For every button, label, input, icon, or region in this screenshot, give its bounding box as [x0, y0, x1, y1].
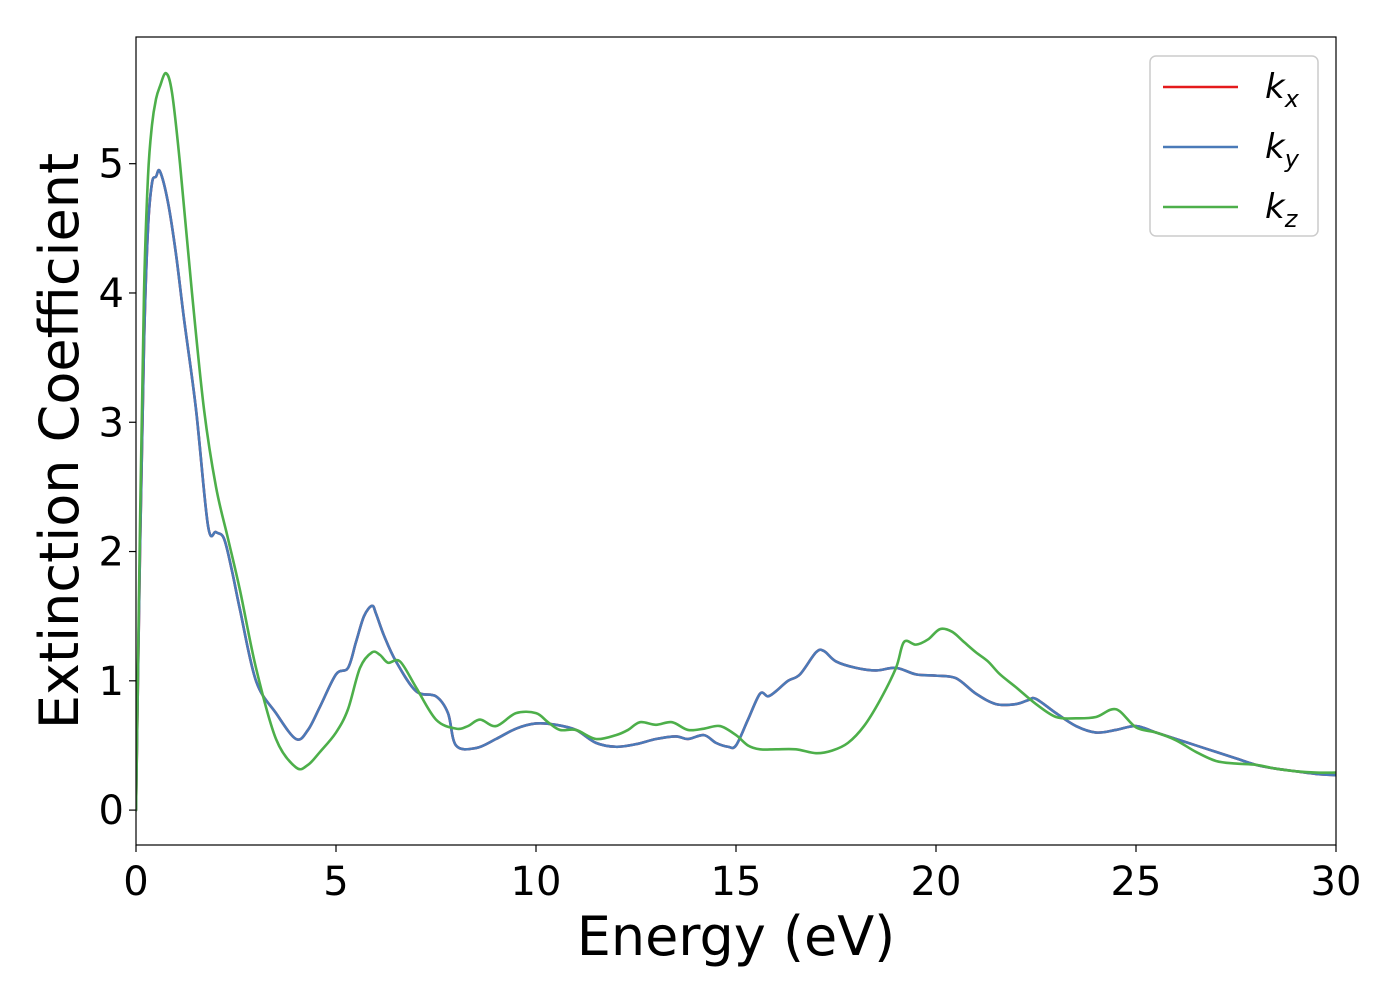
y-axis-ticks: 0 1 2 3 4 5	[99, 142, 136, 834]
series-layer	[136, 71, 1336, 812]
y-tick-label: 2	[99, 530, 124, 576]
plot-area	[135, 36, 1337, 846]
x-tick-label: 0	[123, 859, 148, 905]
y-tick-label: 0	[99, 788, 124, 834]
legend-label-subscript: x	[1284, 85, 1300, 113]
legend-label-kz: kz	[1265, 187, 1299, 233]
x-tick-label: 15	[711, 859, 762, 905]
legend-label-base: k	[1265, 67, 1286, 107]
y-tick-label: 4	[99, 271, 124, 317]
y-tick-label: 3	[99, 400, 124, 446]
legend-label-base: k	[1265, 187, 1286, 227]
x-axis-ticks: 0 5 10 15 20 25 30	[123, 845, 1361, 905]
legend-label-subscript: y	[1284, 145, 1300, 173]
x-tick-label: 10	[511, 859, 562, 905]
x-axis-label: Energy (eV)	[577, 905, 896, 968]
x-tick-label: 30	[1311, 859, 1362, 905]
legend-label-ky: ky	[1265, 127, 1300, 173]
y-axis-label: Extinction Coefficient	[28, 153, 91, 729]
legend-label-base: k	[1265, 127, 1286, 167]
y-tick-label: 1	[99, 659, 124, 705]
series-line-ky	[136, 168, 1336, 812]
series-line-kz	[136, 71, 1336, 812]
legend-label-subscript: z	[1284, 205, 1299, 233]
x-tick-label: 25	[1111, 859, 1162, 905]
x-tick-label: 20	[911, 859, 962, 905]
legend-label-kx: kx	[1265, 67, 1300, 113]
y-tick-label: 5	[99, 142, 124, 188]
x-tick-label: 5	[323, 859, 348, 905]
